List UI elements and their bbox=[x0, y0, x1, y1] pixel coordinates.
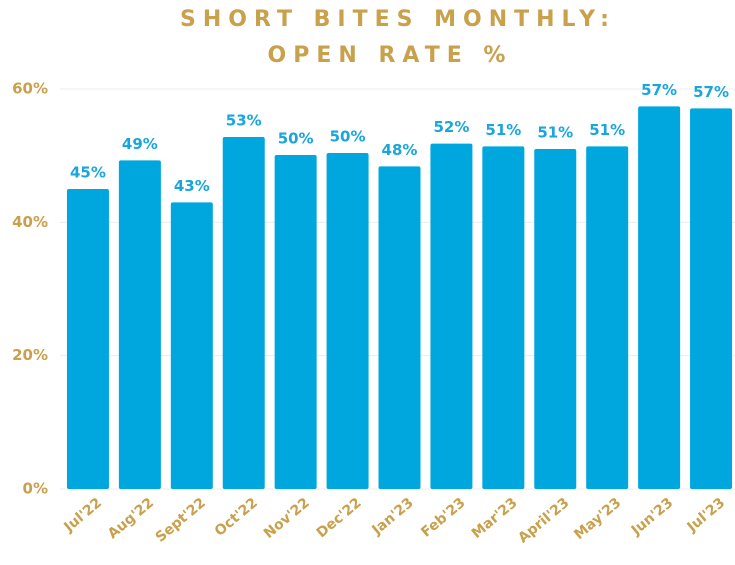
data-label: 51% bbox=[589, 121, 625, 139]
x-tick-label: Sept'22 bbox=[153, 495, 209, 546]
x-tick-label: Oct'22 bbox=[212, 495, 261, 540]
data-label: 48% bbox=[382, 141, 418, 159]
data-label: 50% bbox=[330, 128, 366, 146]
chart-title: SHORT BITES MONTHLY: bbox=[180, 7, 616, 32]
x-tick-label: Aug'22 bbox=[105, 495, 157, 542]
data-label: 52% bbox=[433, 118, 469, 136]
chart-title: OPEN RATE % bbox=[268, 43, 513, 68]
data-label: 51% bbox=[537, 124, 573, 142]
bar bbox=[482, 146, 525, 490]
x-tick-label: Jul'23 bbox=[684, 495, 729, 536]
bar bbox=[274, 155, 317, 489]
bar bbox=[690, 108, 733, 489]
bar bbox=[222, 137, 265, 489]
data-label: 53% bbox=[226, 112, 262, 130]
y-tick-label: 20% bbox=[12, 346, 48, 364]
y-tick-label: 40% bbox=[12, 213, 48, 231]
x-tick-label: May'23 bbox=[571, 495, 624, 543]
data-label: 45% bbox=[70, 164, 106, 182]
x-tick-label: Jun'23 bbox=[628, 495, 677, 539]
data-label: 50% bbox=[278, 130, 314, 148]
bar bbox=[326, 153, 369, 489]
data-label: 57% bbox=[641, 81, 677, 99]
x-tick-label: Feb'23 bbox=[418, 495, 468, 541]
x-tick-label: Dec'22 bbox=[314, 495, 365, 541]
bar bbox=[118, 160, 161, 490]
x-tick-label: Mar'23 bbox=[469, 495, 521, 542]
bar bbox=[638, 106, 681, 489]
bar bbox=[586, 146, 629, 490]
bar bbox=[430, 143, 473, 489]
data-label: 49% bbox=[122, 135, 158, 153]
x-tick-label: April'23 bbox=[515, 495, 572, 547]
x-tick-label: Jul'22 bbox=[61, 495, 106, 536]
bar bbox=[66, 189, 109, 489]
data-label: 57% bbox=[693, 83, 729, 101]
bar bbox=[170, 202, 213, 490]
y-tick-label: 0% bbox=[23, 480, 48, 498]
x-tick-label: Jan'23 bbox=[369, 495, 417, 539]
x-tick-label: Nov'22 bbox=[261, 495, 313, 542]
data-label: 43% bbox=[174, 177, 210, 195]
bar bbox=[534, 149, 577, 489]
data-label: 51% bbox=[485, 121, 521, 139]
y-tick-label: 60% bbox=[12, 80, 48, 98]
bar bbox=[378, 166, 421, 490]
